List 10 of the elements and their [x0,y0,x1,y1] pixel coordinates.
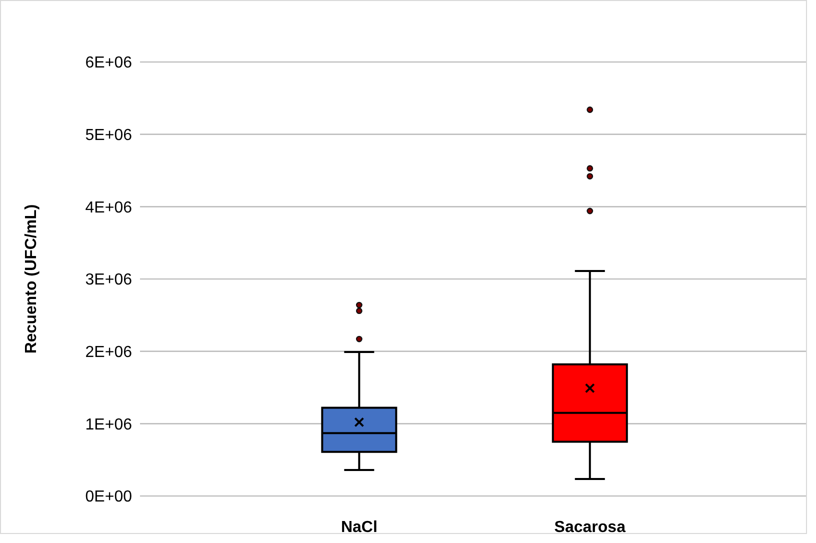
y-tick-label: 6E+06 [85,54,132,72]
y-tick-label: 1E+06 [85,416,132,434]
x-tick-label: Sacarosa [554,519,626,536]
y-tick-label: 4E+06 [85,199,132,216]
x-tick-label: NaCl [340,519,378,536]
y-axis-title: Recuento (UFC/mL) [23,204,40,354]
y-tick-label: 5E+06 [85,126,132,144]
y-tick-label: 2E+06 [85,344,132,361]
y-tick-label: 3E+06 [85,272,132,289]
y-tick-label: 0E+00 [85,488,132,506]
